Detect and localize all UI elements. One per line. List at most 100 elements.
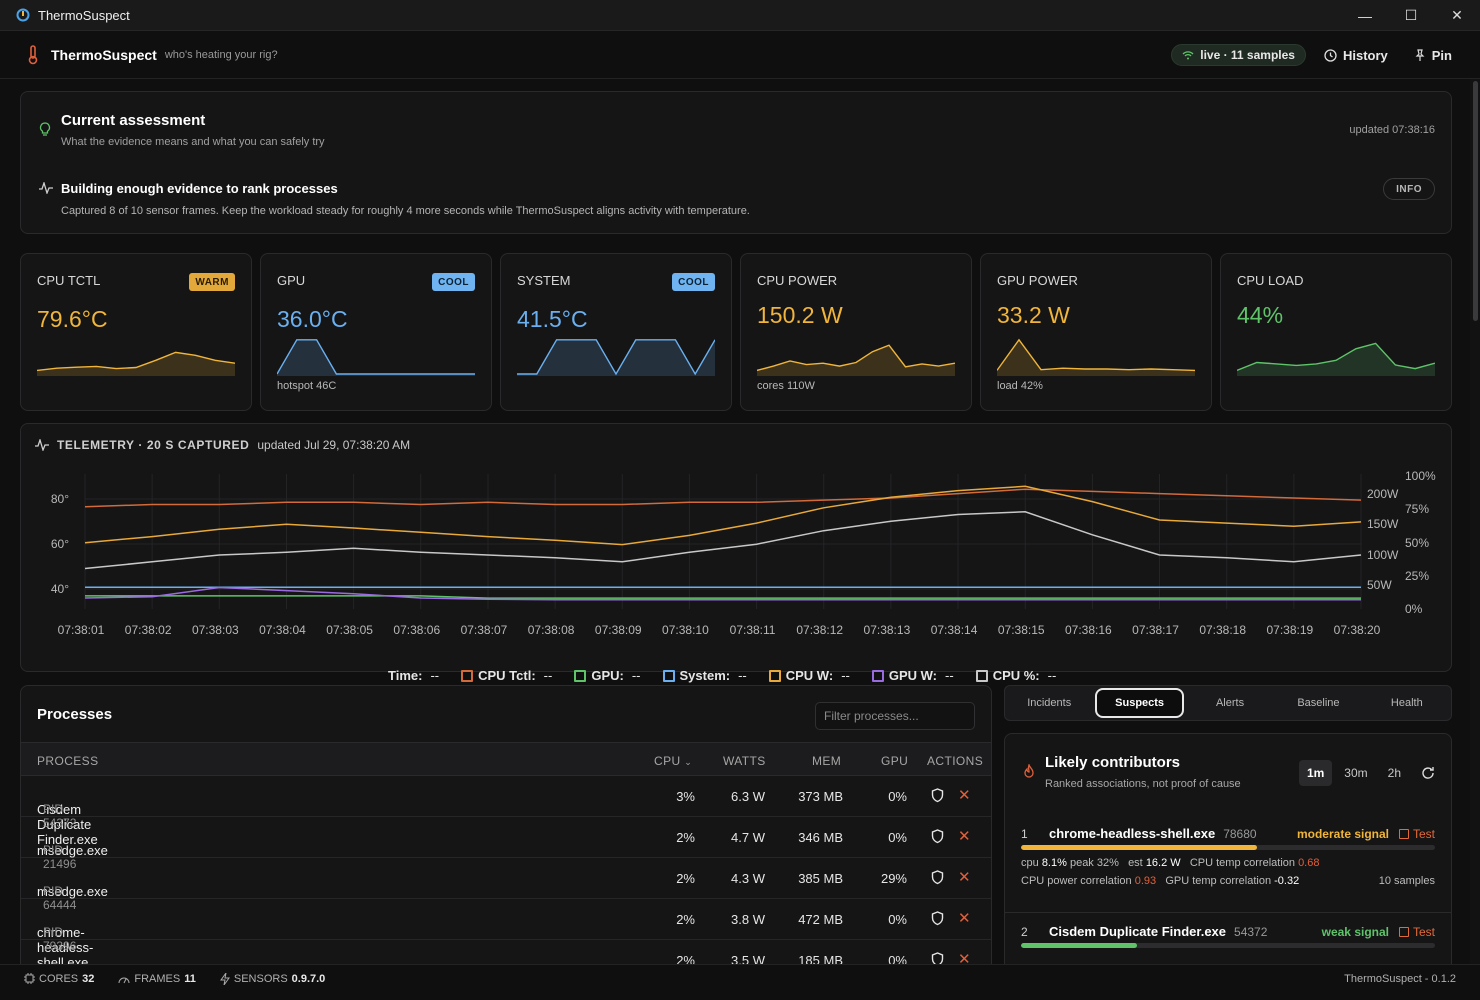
shield-icon[interactable] [931,870,944,888]
evidence-title: Building enough evidence to rank process… [61,181,338,196]
minimize-icon[interactable]: — [1358,7,1372,24]
legend-item[interactable]: GPU W: -- [871,668,954,683]
x-tick: 07:38:17 [1132,623,1179,637]
series-line-cpu-tctl [84,488,1362,508]
processes-title: Processes [37,706,113,723]
refresh-icon[interactable] [1421,766,1435,780]
metric-value: 36.0°C [277,306,348,332]
shield-icon[interactable] [931,788,944,806]
right-panel-tabs: Incidents Suspects Alerts Baseline Health [1004,685,1452,721]
signal-bar-fill [1021,845,1257,850]
pin-button[interactable]: Pin [1406,43,1460,67]
sparkline-area [37,352,235,376]
process-cpu: 3% [676,789,695,804]
test-button[interactable]: Test [1398,827,1435,841]
table-row[interactable]: msedge.exe PID 21496 2% 4.7 W 346 MB 0% ✕ [21,817,991,871]
shield-icon[interactable] [931,911,944,929]
legend-label: GPU W: [888,668,938,683]
history-button[interactable]: History [1316,43,1396,67]
process-watts: 4.7 W [731,830,765,845]
range-1m[interactable]: 1m [1298,760,1333,786]
kill-process-icon[interactable]: ✕ [958,869,971,886]
sparkline-area [517,339,715,376]
tab-alerts[interactable]: Alerts [1215,697,1245,709]
process-cpu: 2% [676,912,695,927]
tab-incidents[interactable]: Incidents [1027,697,1072,709]
legend-item[interactable]: GPU: -- [574,668,641,683]
legend-item[interactable]: CPU %: -- [975,668,1056,683]
metric-footnote: hotspot 46C [277,380,337,392]
sparkline-line [37,351,235,372]
close-window-icon[interactable]: ✕ [1451,7,1463,23]
signal-bar [1021,943,1435,948]
sparkline-line [517,339,715,376]
metric-value: 33.2 W [997,302,1070,328]
y-right-pct-tick: 25% [1405,569,1429,583]
history-label: History [1342,47,1388,63]
suspect-rank: 1 [1021,827,1028,841]
range-2h[interactable]: 2h [1387,766,1401,780]
x-tick: 07:38:02 [125,623,172,637]
col-mem[interactable]: MEM [812,754,842,768]
cpu-power-corr-label: CPU power correlation [1021,875,1132,887]
maximize-icon[interactable]: ☐ [1404,7,1418,23]
metric-value: 79.6°C [37,306,108,332]
col-cpu[interactable]: CPU ⌄ [654,754,692,768]
telemetry-legend: Time: -- CPU Tctl: -- GPU: -- System: -- CPU W… [388,668,1078,683]
kill-process-icon[interactable]: ✕ [958,828,971,845]
tab-health[interactable]: Health [1390,697,1423,709]
signal-bar-fill [1021,943,1137,948]
metric-status-badge: COOL [432,273,475,291]
tab-suspects[interactable]: Suspects [1095,688,1184,718]
cpu-temp-corr-label: CPU temp correlation [1189,857,1295,869]
process-watts: 3.8 W [731,912,765,927]
flame-icon [1024,764,1034,778]
activity-icon [39,182,53,194]
x-tick: 07:38:01 [58,623,105,637]
table-row[interactable]: msedge.exe PID 64444 2% 4.3 W 385 MB 29% … [21,858,991,912]
process-pid: PID 54372 [43,802,77,830]
scrollbar-thumb[interactable] [1473,81,1478,321]
table-row[interactable]: chrome-headless-shell.exe PID 79396 2% 3.… [21,899,991,970]
test-button[interactable]: Test [1398,925,1435,939]
sparkline-line [277,339,475,375]
sparkline-line [1237,342,1435,372]
legend-item[interactable]: CPU W: -- [768,668,850,683]
legend-item[interactable]: System: -- [662,668,747,683]
metric-status-badge: COOL [672,273,715,291]
kill-process-icon[interactable]: ✕ [958,787,971,804]
process-mem: 472 MB [798,912,843,927]
sparkline-area [757,345,955,376]
cores-label: CORES [39,972,79,985]
col-gpu[interactable]: GPU [881,754,909,768]
checkbox-icon [1398,927,1409,937]
shield-icon[interactable] [931,829,944,847]
range-30m[interactable]: 30m [1344,766,1368,780]
time-range-selector: 1m 30m 2h [1298,760,1435,786]
legend-swatch [975,669,988,682]
y-left-tick: 80° [51,492,69,506]
metric-card-cpu-load: CPU LOAD 44% [1220,253,1452,411]
legend-label: System: [679,668,731,683]
legend-swatch [461,669,474,682]
x-tick: 07:38:13 [864,623,911,637]
filter-processes-input[interactable] [815,702,975,730]
process-gpu: 29% [880,871,907,886]
legend-value: -- [841,668,850,683]
kill-process-icon[interactable]: ✕ [958,951,971,968]
y-right-pct-tick: 0% [1405,602,1423,616]
table-row[interactable]: Cisdem Duplicate Finder.exe PID 54372 3% … [21,776,991,847]
tab-baseline[interactable]: Baseline [1297,697,1340,709]
divider [1005,912,1451,913]
process-name-text: msedge.exe [37,884,108,899]
legend-item[interactable]: CPU Tctl: -- [461,668,552,683]
kill-process-icon[interactable]: ✕ [958,910,971,927]
process-gpu: 0% [888,912,907,927]
col-process[interactable]: PROCESS [37,754,99,768]
x-tick: 07:38:12 [796,623,843,637]
col-watts[interactable]: WATTS [723,754,766,768]
scrollbar[interactable] [1470,79,1480,964]
gpu-temp-corr-label: GPU temp correlation [1165,875,1272,887]
process-name-text: Cisdem Duplicate Finder.exe [37,802,98,847]
window-title: ThermoSuspect [38,7,130,23]
